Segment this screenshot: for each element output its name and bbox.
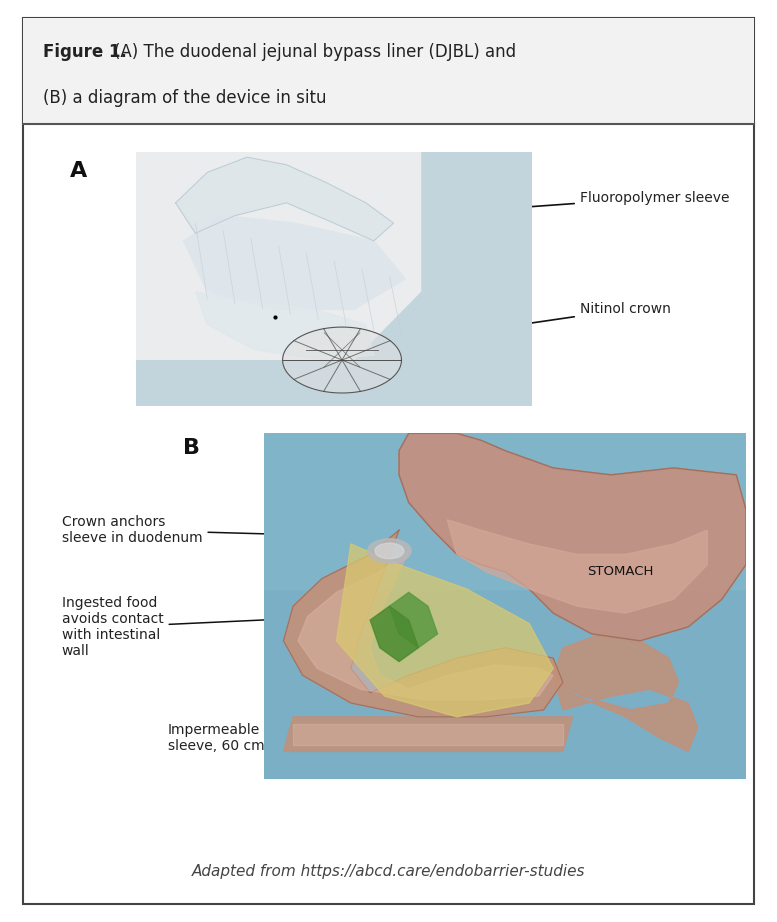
Polygon shape [293,724,563,745]
Text: (B) a diagram of the device in situ: (B) a diagram of the device in situ [43,89,326,107]
Polygon shape [176,158,393,241]
Ellipse shape [368,538,411,563]
Polygon shape [544,634,698,751]
Bar [264,433,746,589]
Text: Crown anchors
sleeve in duodenum: Crown anchors sleeve in duodenum [62,515,375,545]
Text: B: B [183,438,200,458]
Text: Adapted from https://abcd.care/endobarrier-studies: Adapted from https://abcd.care/endobarri… [192,864,585,879]
Polygon shape [448,520,707,613]
Text: (A) The duodenal jejunal bypass liner (DJBL) and: (A) The duodenal jejunal bypass liner (D… [114,43,517,62]
Text: A: A [70,161,87,182]
Ellipse shape [375,543,404,559]
Text: Nitinol crown: Nitinol crown [386,302,671,346]
Polygon shape [399,433,746,641]
Polygon shape [370,607,418,662]
Text: STOMACH: STOMACH [587,565,654,578]
Text: Figure 1.: Figure 1. [43,43,127,62]
Text: Impermeable
sleeve, 60 cm long: Impermeable sleeve, 60 cm long [168,710,347,752]
Polygon shape [284,717,573,751]
Text: Ingested food
avoids contact
with intestinal
wall: Ingested food avoids contact with intest… [62,596,332,658]
Text: Fluoropolymer sleeve: Fluoropolymer sleeve [307,191,730,225]
FancyBboxPatch shape [23,18,754,124]
Polygon shape [283,327,402,393]
Polygon shape [195,291,374,360]
Polygon shape [284,530,563,717]
Polygon shape [336,544,553,717]
FancyBboxPatch shape [23,18,754,904]
Polygon shape [183,216,406,310]
Polygon shape [298,550,553,700]
Polygon shape [136,147,421,360]
Polygon shape [389,593,437,647]
